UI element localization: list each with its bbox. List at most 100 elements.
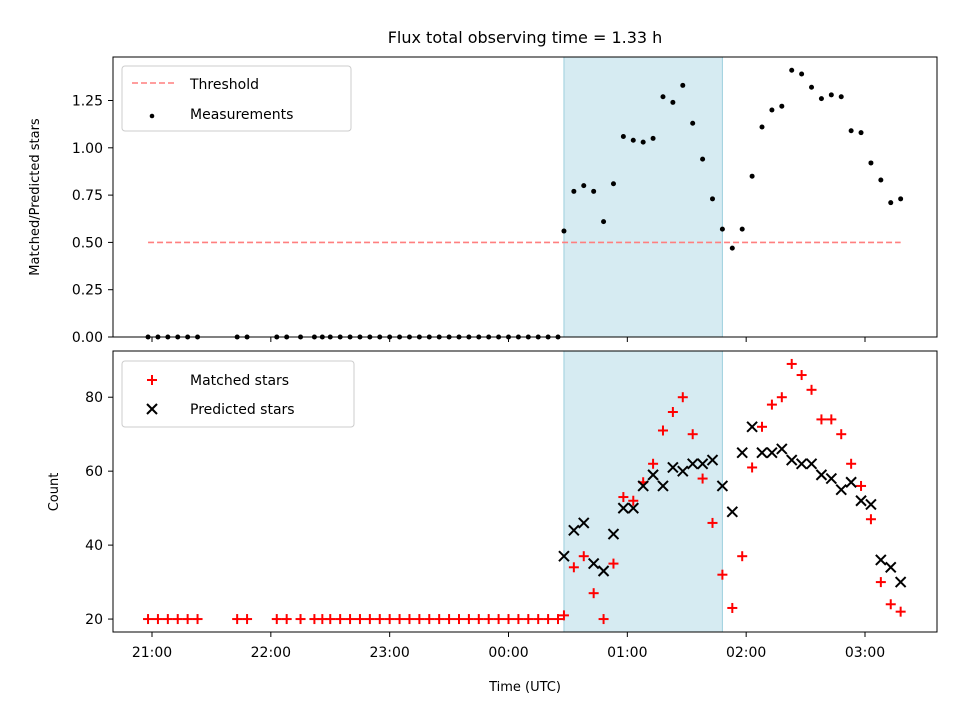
measurement-point	[828, 92, 834, 98]
measurement-point	[898, 196, 904, 202]
measurement-point	[749, 173, 755, 179]
matched-star-point	[568, 562, 579, 573]
legend-measurements-swatch	[149, 113, 155, 119]
predicted-star-point	[627, 502, 639, 514]
measurement-point	[809, 84, 815, 90]
matched-star-point	[608, 558, 619, 569]
matched-star-point	[143, 614, 154, 625]
matched-star-point	[325, 614, 336, 625]
matched-star-point	[697, 473, 708, 484]
bottom-highlight-span	[563, 350, 723, 633]
measurement-point	[759, 124, 765, 130]
bottom-legend-box	[121, 360, 355, 428]
predicted-star-point	[657, 480, 669, 492]
legend-measurements-label: Measurements	[190, 107, 293, 123]
matched-star-point	[806, 384, 817, 395]
measurement-point	[838, 94, 844, 100]
predicted-star-point	[776, 443, 788, 455]
matched-star-point	[503, 614, 514, 625]
measurement-point	[680, 82, 686, 88]
top-x-ticks	[151, 337, 866, 342]
matched-star-point	[816, 414, 827, 425]
top-highlight-group	[563, 56, 723, 338]
bottom-highlight-group	[563, 350, 723, 633]
measurement-point	[878, 177, 884, 183]
predicted-star-point	[716, 480, 729, 492]
measurement-point	[888, 200, 894, 206]
predicted-star-point	[587, 557, 600, 570]
matched-star-point	[354, 614, 365, 625]
predicted-star-point	[786, 454, 798, 466]
matched-star-point	[757, 421, 768, 432]
matched-star-point	[473, 614, 484, 625]
matched-star-point	[865, 514, 876, 525]
measurement-point	[739, 226, 745, 232]
top-legend-box	[121, 65, 352, 132]
measurement-point	[700, 156, 706, 162]
bottom-y-tick-label: 20	[85, 612, 103, 628]
matched-star-point	[192, 614, 203, 625]
matched-star-point	[776, 392, 787, 403]
predicted-star-point	[835, 483, 847, 496]
predicted-star-point	[756, 446, 768, 459]
bottom-marks-group	[143, 358, 907, 625]
matched-star-point	[345, 614, 356, 625]
top-highlight-span	[563, 56, 723, 338]
matched-star-point	[667, 407, 678, 418]
x-axis-label: Time (UTC)	[488, 680, 561, 695]
matched-star-point	[335, 614, 346, 625]
measurement-point	[561, 228, 567, 234]
matched-star-point	[875, 577, 886, 588]
matched-star-point	[717, 569, 728, 580]
measurement-point	[719, 226, 725, 232]
matched-star-point	[657, 425, 668, 436]
x-tick-label: 21:00	[132, 645, 172, 661]
top-y-tick-label: 0.50	[72, 235, 103, 251]
matched-star-point	[727, 602, 738, 613]
matched-star-point	[786, 358, 797, 369]
top-y-tick-label: 1.00	[72, 141, 103, 157]
matched-star-point	[677, 392, 688, 403]
legend-matched-swatch	[147, 375, 157, 385]
measurement-point	[620, 133, 626, 139]
measurement-point	[581, 183, 587, 189]
matched-star-point	[796, 370, 807, 381]
matched-star-point	[558, 610, 569, 621]
matched-star-point	[182, 614, 193, 625]
matched-star-point	[628, 495, 639, 506]
top-frame	[112, 56, 938, 338]
bottom-panel: 20 40 60 80 21:00 22:00 23:00 00:00 01:00 02:00 0…	[47, 350, 938, 695]
measurement-point	[729, 245, 735, 251]
matched-star-point	[836, 429, 847, 440]
measurement-point	[591, 188, 597, 194]
matched-star-point	[463, 614, 474, 625]
matched-star-point	[648, 458, 659, 469]
matched-star-point	[543, 614, 554, 625]
predicted-star-point	[885, 561, 897, 574]
predicted-star-point	[637, 480, 649, 492]
matched-star-point	[152, 614, 163, 625]
matched-star-point	[374, 614, 385, 625]
measurement-point	[650, 135, 656, 141]
matched-star-point	[364, 614, 375, 625]
top-y-label: Matched/Predicted stars	[28, 118, 43, 276]
measurement-point	[630, 137, 636, 143]
predicted-star-point	[825, 472, 838, 485]
matched-star-point	[598, 614, 609, 625]
matched-star-point	[414, 614, 425, 625]
predicted-star-point	[875, 554, 887, 566]
measurement-point	[571, 188, 577, 194]
top-y-tick-label: 0.00	[72, 330, 103, 346]
measurement-point	[660, 94, 666, 100]
matched-star-point	[232, 614, 243, 625]
matched-star-point	[424, 614, 435, 625]
predicted-star-point	[647, 469, 659, 481]
top-y-axis: 0.00 0.25 0.50 0.75 1.00 1.25	[72, 94, 113, 346]
legend-threshold-label: Threshold	[189, 77, 259, 93]
matched-star-point	[271, 614, 282, 625]
matched-star-point	[404, 614, 415, 625]
predicted-star-point	[568, 524, 580, 537]
bottom-y-tick-label: 80	[85, 390, 103, 406]
predicted-star-point	[894, 576, 907, 588]
matched-star-point	[826, 414, 837, 425]
